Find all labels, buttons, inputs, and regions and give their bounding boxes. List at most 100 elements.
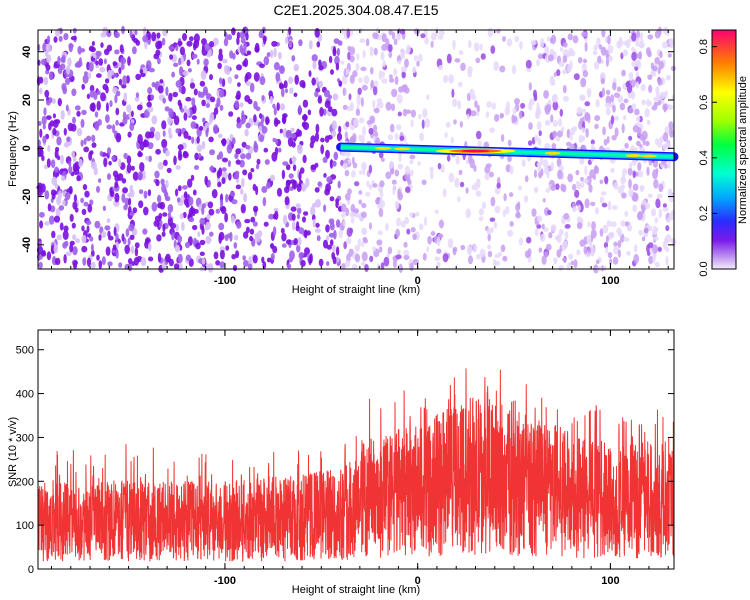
spectrogram-cell [567, 262, 572, 271]
spectrogram-cell [537, 53, 544, 60]
spectrogram-cell [426, 94, 430, 100]
spectrogram-cell [281, 243, 287, 248]
spectrogram-cell [387, 246, 393, 255]
spectrogram-cell [54, 166, 59, 173]
spectrogram-cell [239, 31, 246, 39]
colorbar-gradient [711, 29, 737, 270]
spectrogram-cell [177, 235, 183, 243]
spectrogram-cell [591, 143, 595, 150]
spectrogram-cell [282, 161, 289, 166]
spectrogram-cell [409, 212, 414, 218]
spectrogram-cell [215, 208, 220, 214]
spectrogram-cell [333, 229, 337, 240]
spectrogram-cell [593, 44, 598, 51]
spectrogram-cell [652, 225, 657, 236]
spectrogram-cell [580, 77, 587, 88]
spectrogram-cell [400, 220, 406, 228]
spectrogram-cell [652, 252, 657, 259]
spectrogram-cell [272, 137, 276, 143]
spectrogram-cell [232, 264, 238, 272]
spectrogram-cell [518, 237, 524, 246]
spectrogram-cell [546, 36, 551, 42]
spectrogram-cell [137, 150, 142, 158]
spectrogram-cell [467, 245, 471, 250]
spectrogram-cell [536, 59, 541, 67]
spectrogram-cell [490, 196, 496, 207]
spectrogram-cell [216, 170, 221, 179]
spectrogram-cell [606, 220, 612, 227]
spectrogram-cell [103, 58, 107, 65]
spectrogram-cell [662, 207, 669, 212]
spectrogram-cell [168, 45, 175, 51]
spectrogram-cell [277, 147, 282, 153]
spectrogram-cell [105, 114, 110, 123]
spectrogram-cell [503, 193, 507, 202]
spectrogram-cell [542, 159, 549, 168]
spectrogram-cell [349, 74, 355, 84]
spectrogram-cell [419, 223, 424, 231]
spectrogram-cell [548, 54, 554, 62]
spectrogram-cell [459, 181, 465, 188]
spectrogram-cell [587, 113, 591, 124]
spectrogram-cell [378, 70, 383, 80]
spectrogram-cell [405, 109, 412, 114]
spectrogram-cell [266, 52, 271, 58]
spectrogram-cell [217, 181, 222, 188]
spectrogram-cell [368, 164, 373, 174]
spectrogram-cell [344, 260, 351, 268]
spectrogram-cell [249, 82, 255, 93]
snr-ticks: -100 0 100 0 100 200 300 400 500 [16, 330, 674, 587]
spectrogram-cell [466, 113, 470, 120]
spectrogram-cell [552, 93, 558, 103]
spectrogram-cell [635, 81, 640, 89]
spectrogram-cell [607, 200, 612, 211]
spectrogram-cell [164, 106, 170, 112]
spectrogram-cell [293, 92, 298, 98]
spectrogram-cell [479, 248, 486, 258]
spectrogram-cell [436, 261, 441, 268]
spectrogram-cell [589, 169, 596, 179]
spectrogram-cell [382, 60, 386, 68]
spectrogram-cell [623, 98, 629, 104]
spectrogram-cell [165, 179, 169, 189]
spectrogram-cell [123, 152, 128, 160]
spectrogram-cell [636, 140, 641, 147]
spectrogram-cell [112, 170, 119, 178]
spectrogram-cell [219, 249, 225, 260]
spectrogram-cell [377, 230, 383, 235]
spectrogram-cell [236, 122, 242, 129]
spectrogram-cell [45, 69, 50, 75]
spectrogram-cell [107, 69, 112, 80]
spectrogram-cell [475, 130, 482, 140]
spectrogram-cell [670, 209, 676, 216]
spectrogram-cell [349, 211, 356, 218]
spectrogram-cell [122, 75, 128, 86]
spectrogram-cell [165, 196, 171, 202]
spectrogram-cell [76, 128, 83, 137]
spectrogram-cell [243, 193, 248, 203]
spectrogram-cell [369, 222, 372, 230]
spectrogram-cell [53, 215, 61, 223]
spectrogram-cell [292, 164, 297, 172]
spectrogram-cell [388, 44, 393, 53]
spectrogram-cell [338, 125, 342, 134]
spectrogram-cell [105, 246, 111, 256]
spectrogram-cell [182, 185, 188, 190]
spectrogram-cell [538, 130, 542, 137]
spectrogram-cell [187, 178, 193, 188]
spectrogram-cell [219, 104, 224, 111]
spectrogram-cell [115, 132, 122, 143]
spectrogram-cell [475, 253, 481, 260]
spectrogram-cell [192, 42, 197, 51]
spectrogram-cell [323, 239, 328, 249]
spectrogram-cell [86, 135, 92, 142]
spectrogram-cell [358, 190, 363, 195]
spectrogram-cell [157, 202, 164, 209]
spectrogram-cell [292, 180, 297, 190]
spectrogram-cell [578, 134, 584, 144]
spectrogram-cell [489, 217, 496, 222]
spectrogram-cell [650, 72, 657, 77]
spectrogram-cell [151, 201, 158, 212]
spectrogram-cell [237, 82, 241, 87]
spectrogram-cell [480, 53, 486, 60]
